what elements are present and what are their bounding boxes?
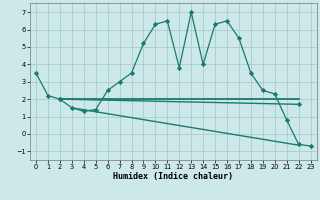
X-axis label: Humidex (Indice chaleur): Humidex (Indice chaleur): [113, 172, 233, 181]
